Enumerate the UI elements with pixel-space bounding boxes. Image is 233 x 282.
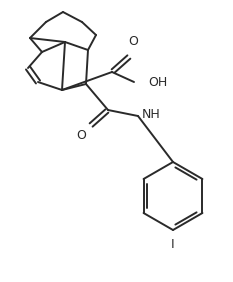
Text: NH: NH — [142, 109, 161, 122]
Text: O: O — [128, 35, 138, 48]
Text: O: O — [76, 129, 86, 142]
Text: OH: OH — [148, 76, 167, 89]
Text: I: I — [171, 238, 175, 251]
